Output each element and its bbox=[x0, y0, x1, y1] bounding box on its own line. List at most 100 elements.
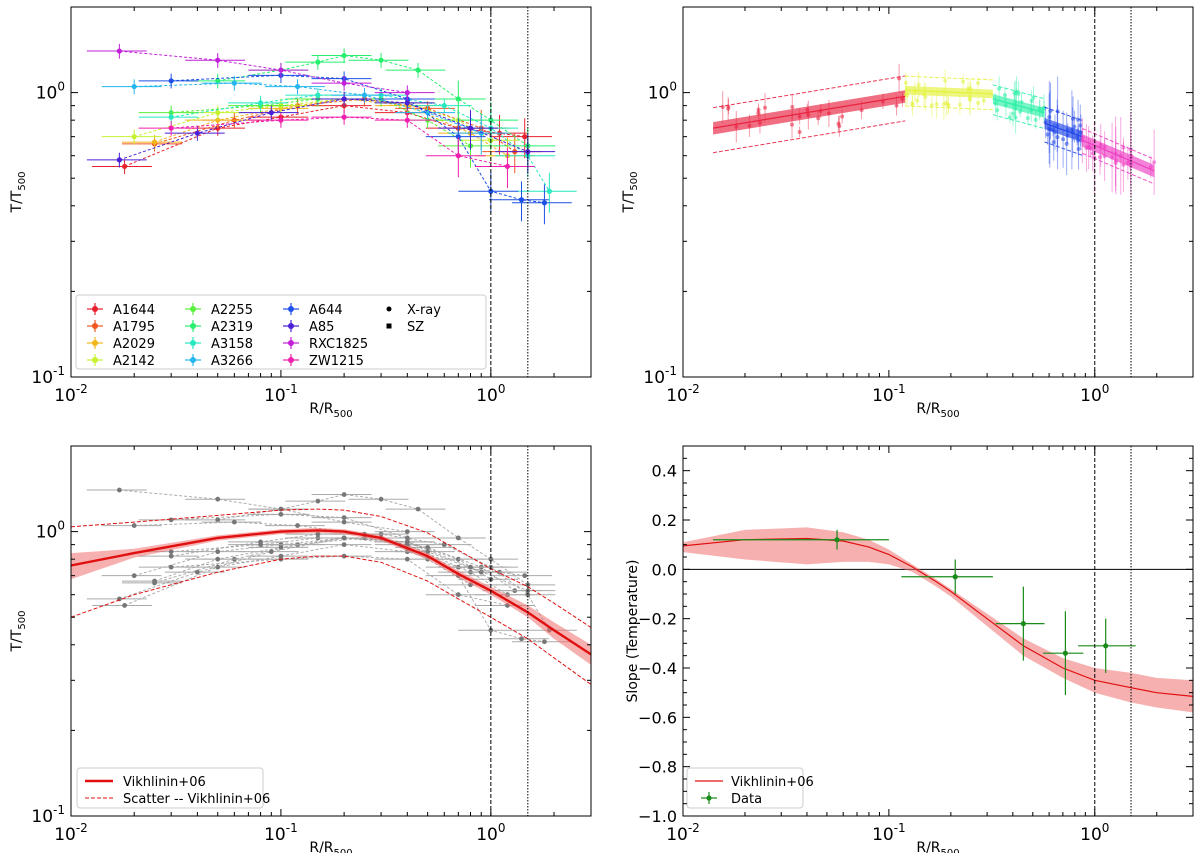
plot-area bbox=[71, 487, 591, 685]
x-tick-label: 100 bbox=[1080, 382, 1109, 406]
legend-box bbox=[76, 767, 264, 809]
data-point bbox=[834, 537, 840, 543]
y-tick-label: −0.2 bbox=[638, 610, 677, 629]
data-point bbox=[1025, 116, 1030, 121]
plot-frame bbox=[682, 6, 1194, 378]
data-point bbox=[1098, 155, 1103, 160]
data-point bbox=[116, 48, 122, 54]
plot-area bbox=[683, 527, 1193, 713]
plot-frame bbox=[682, 445, 1194, 817]
data-point bbox=[976, 101, 981, 106]
y-tick-label: 10-1 bbox=[31, 364, 65, 388]
data-point bbox=[504, 163, 511, 170]
grey-point bbox=[519, 636, 524, 642]
data-point bbox=[488, 188, 494, 194]
legend-label: X-ray bbox=[407, 303, 441, 318]
grey-series-RXC1825 bbox=[86, 487, 435, 535]
panel-bottom-right: Vikhlinin+06 Data 10-2 10-1 100 0.4 0.2 0.0 −0.2… bbox=[625, 445, 1194, 853]
x-tick-label: 10-2 bbox=[54, 382, 88, 406]
data-point bbox=[168, 114, 174, 120]
legend-swatch-dot bbox=[92, 357, 98, 363]
data-point bbox=[455, 153, 461, 159]
legend-swatch-dot bbox=[288, 306, 294, 312]
fit-line bbox=[905, 89, 993, 95]
scatter-upper bbox=[713, 75, 906, 109]
segment-2 bbox=[992, 76, 1047, 134]
grey-point bbox=[404, 556, 410, 562]
grey-point bbox=[131, 523, 137, 528]
plot-frame bbox=[70, 6, 592, 378]
legend-label: A1795 bbox=[113, 320, 155, 335]
data-point bbox=[231, 80, 237, 86]
series-A2029 bbox=[122, 91, 535, 178]
y-tick-label: 10-1 bbox=[643, 364, 677, 388]
data-point bbox=[1103, 643, 1109, 649]
legend: A1644 A1795 A2029 A2142 A2255 A2319 A3158 A3266… bbox=[75, 294, 487, 370]
legend-item: A1644 bbox=[87, 303, 155, 318]
legend-label: ZW1215 bbox=[309, 354, 364, 369]
data-point bbox=[915, 98, 920, 103]
data-point bbox=[546, 188, 552, 194]
data-point bbox=[257, 100, 264, 106]
y-tick-label: 10-1 bbox=[31, 803, 65, 827]
y-tick-label: 100 bbox=[36, 519, 65, 543]
data-point bbox=[1029, 98, 1034, 103]
data-point bbox=[1076, 117, 1081, 122]
data-point bbox=[341, 80, 347, 86]
grey-point bbox=[168, 549, 174, 555]
scatter-lower bbox=[905, 105, 993, 111]
data-point bbox=[997, 86, 1002, 91]
legend-label: A3158 bbox=[211, 337, 253, 352]
grey-point bbox=[488, 556, 494, 562]
data-point-group bbox=[1042, 611, 1084, 696]
data-point bbox=[763, 105, 768, 110]
legend-label: A2319 bbox=[211, 320, 253, 335]
data-point bbox=[1062, 650, 1068, 656]
data-point bbox=[1012, 90, 1017, 95]
legend-item: A2319 bbox=[185, 320, 253, 335]
data-point bbox=[215, 57, 221, 63]
data-point bbox=[1072, 124, 1077, 129]
grey-point bbox=[468, 564, 473, 570]
data-point bbox=[341, 52, 347, 59]
series-line-ZW1215 bbox=[171, 116, 508, 167]
fit-line bbox=[992, 98, 1045, 114]
plot-frame bbox=[70, 445, 592, 817]
plot-area bbox=[86, 43, 577, 225]
data-point bbox=[415, 67, 421, 73]
grey-line bbox=[171, 533, 550, 631]
grey-point bbox=[231, 519, 237, 525]
series-line-RXC1825 bbox=[119, 50, 408, 94]
legend-item: A2255 bbox=[185, 303, 253, 318]
y-tick-label: 100 bbox=[36, 80, 65, 104]
data-point bbox=[541, 200, 548, 206]
grey-point bbox=[168, 517, 174, 523]
series-A85 bbox=[86, 91, 556, 174]
legend: Vikhlinin+06 Data bbox=[686, 767, 814, 809]
legend-label: A644 bbox=[309, 303, 343, 318]
grey-point bbox=[215, 549, 221, 555]
legend-swatch-dot bbox=[288, 357, 294, 363]
legend-label: A2142 bbox=[113, 354, 155, 369]
grey-series-A3158 bbox=[138, 531, 577, 633]
grey-point bbox=[488, 627, 494, 633]
grey-point bbox=[455, 535, 461, 541]
legend-item: X-ray bbox=[386, 303, 441, 318]
grey-point bbox=[455, 592, 461, 598]
grey-point bbox=[215, 556, 221, 562]
data-point bbox=[404, 117, 410, 123]
grey-point bbox=[341, 515, 347, 521]
x-tick-label: 10-2 bbox=[666, 382, 700, 406]
legend-label: SZ bbox=[407, 320, 424, 335]
data-point bbox=[916, 82, 921, 87]
x-axis-label: R/R500 bbox=[916, 840, 959, 853]
data-point bbox=[976, 81, 981, 86]
data-point bbox=[1064, 141, 1069, 146]
legend-item: SZ bbox=[386, 320, 424, 335]
series-line-A3158 bbox=[171, 94, 550, 192]
data-point bbox=[441, 103, 447, 109]
legend-box bbox=[75, 294, 487, 370]
data-point bbox=[903, 80, 908, 85]
